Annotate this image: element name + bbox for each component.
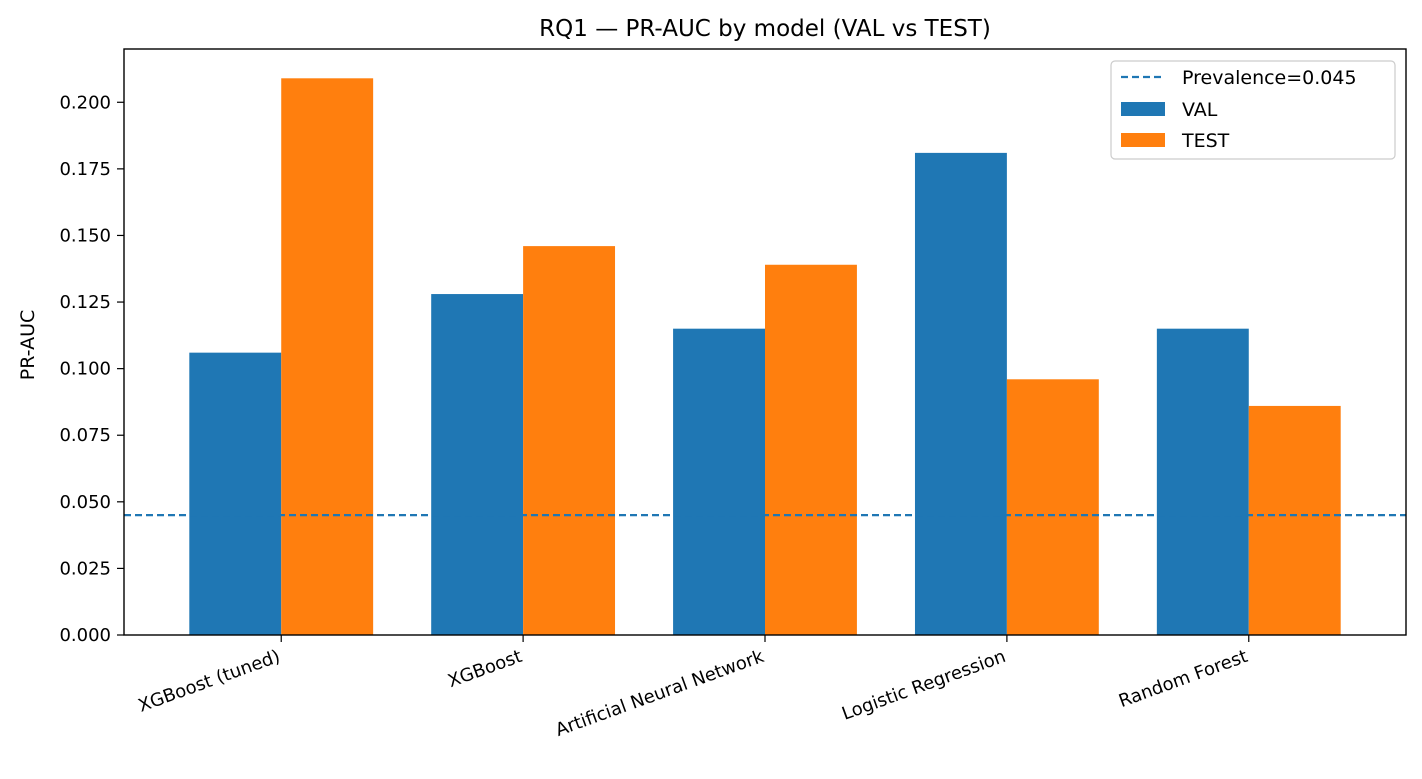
legend-label-val: VAL bbox=[1182, 99, 1218, 121]
y-tick-label-5: 0.125 bbox=[59, 292, 111, 313]
x-tick-label-3: Logistic Regression bbox=[839, 646, 1008, 725]
bar-test-1 bbox=[523, 246, 616, 636]
x-tick-label-2: Artificial Neural Network bbox=[553, 646, 767, 741]
bar-test-2 bbox=[765, 264, 857, 635]
bar-val-3 bbox=[914, 152, 1007, 635]
legend: Prevalence=0.045 VAL TEST bbox=[1110, 60, 1396, 160]
y-tick-label-8: 0.200 bbox=[59, 92, 111, 113]
y-tick-label-2: 0.050 bbox=[59, 492, 111, 513]
legend-swatch-test bbox=[1121, 133, 1165, 147]
bar-val-0 bbox=[189, 352, 282, 635]
x-tick-label-4: Random Forest bbox=[1116, 646, 1250, 712]
legend-box bbox=[1110, 60, 1396, 160]
y-axis-label: PR-AUC bbox=[17, 310, 39, 381]
bar-test-0 bbox=[281, 78, 374, 636]
x-tick-label-1: XGBoost bbox=[445, 646, 525, 692]
y-tick-label-0: 0.000 bbox=[59, 625, 111, 646]
y-tick-label-1: 0.025 bbox=[59, 558, 111, 579]
bar-val-1 bbox=[431, 294, 524, 635]
y-tick-label-4: 0.100 bbox=[59, 359, 111, 380]
legend-label-prevalence: Prevalence=0.045 bbox=[1182, 67, 1357, 89]
y-tick-label-6: 0.150 bbox=[59, 225, 111, 246]
x-tick-label-0: XGBoost (tuned) bbox=[136, 646, 283, 717]
legend-swatch-val bbox=[1121, 102, 1165, 116]
legend-label-test: TEST bbox=[1181, 130, 1230, 152]
y-tick-label-3: 0.075 bbox=[59, 425, 111, 446]
bar-test-3 bbox=[1006, 379, 1099, 635]
y-tick-label-7: 0.175 bbox=[59, 159, 111, 180]
bar-val-2 bbox=[673, 328, 765, 635]
bar-val-4 bbox=[1156, 328, 1249, 635]
bar-test-4 bbox=[1248, 405, 1341, 635]
chart-title: RQ1 — PR-AUC by model (VAL vs TEST) bbox=[539, 16, 991, 42]
